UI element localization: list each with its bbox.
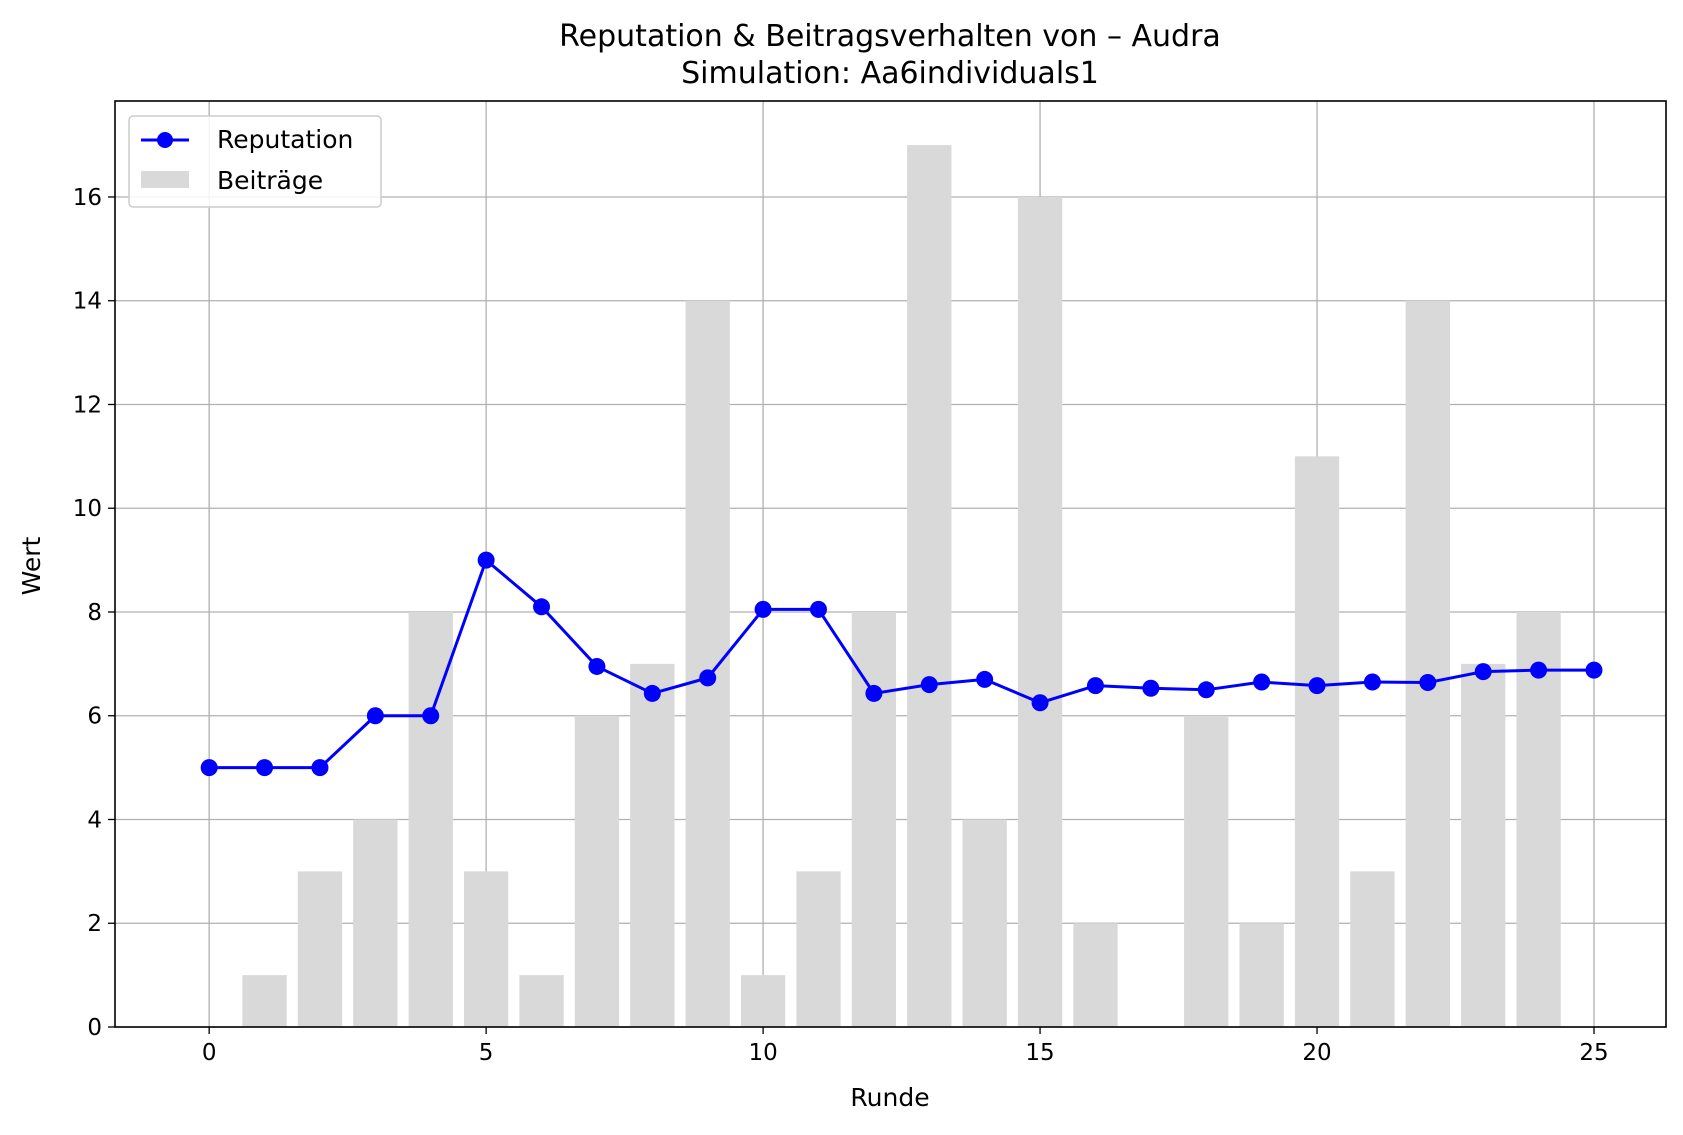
data-point xyxy=(533,598,551,616)
data-point xyxy=(1031,694,1049,712)
data-point xyxy=(643,684,661,702)
x-tick-label: 10 xyxy=(748,1040,777,1066)
legend-box xyxy=(128,115,382,208)
data-point xyxy=(1253,673,1271,691)
bar xyxy=(297,871,343,1027)
data-point xyxy=(1474,663,1492,681)
bar xyxy=(519,975,564,1027)
bar xyxy=(1294,456,1340,1028)
y-tick-label: 2 xyxy=(87,911,102,937)
y-tick-label: 16 xyxy=(73,185,102,211)
bar xyxy=(1239,923,1284,1027)
data-point xyxy=(1308,677,1326,695)
y-axis-label: Wert xyxy=(17,536,46,595)
x-tick-label: 15 xyxy=(1025,1040,1054,1066)
x-tick-label: 0 xyxy=(202,1040,217,1066)
bar xyxy=(1405,300,1450,1028)
legend: Reputation Beiträge xyxy=(128,115,382,208)
y-tick-label: 12 xyxy=(73,392,102,418)
bar-series-beitraege xyxy=(242,145,1561,1028)
data-point xyxy=(1585,661,1603,679)
data-point xyxy=(920,676,938,694)
bar xyxy=(1516,611,1561,1027)
bar xyxy=(574,715,620,1027)
chart-subtitle: Simulation: Aa6individuals1 xyxy=(681,56,1099,91)
data-point xyxy=(256,759,274,777)
data-point xyxy=(1419,674,1437,692)
bar xyxy=(740,975,786,1027)
data-point xyxy=(754,600,772,618)
bar xyxy=(242,975,287,1027)
x-tick-label: 20 xyxy=(1302,1040,1331,1066)
data-point xyxy=(1142,679,1160,697)
bar xyxy=(685,300,730,1028)
data-point xyxy=(311,759,329,777)
legend-label-beitraege: Beiträge xyxy=(217,166,323,195)
data-point xyxy=(1086,677,1104,695)
axis-ticks: 0 5 10 15 20 25 0 2 4 6 8 10 12 14 16 xyxy=(73,185,1609,1066)
y-tick-label: 6 xyxy=(87,704,102,730)
data-point xyxy=(200,759,218,777)
legend-label-reputation: Reputation xyxy=(217,125,353,154)
legend-bar-swatch xyxy=(141,171,189,188)
bar xyxy=(463,871,509,1027)
data-point xyxy=(699,669,717,687)
x-tick-label: 5 xyxy=(479,1040,494,1066)
data-point xyxy=(976,670,994,688)
x-axis-label: Runde xyxy=(850,1083,929,1112)
bar xyxy=(1017,196,1063,1027)
data-point xyxy=(477,551,495,569)
data-point xyxy=(1363,673,1381,691)
data-point xyxy=(422,707,440,725)
y-tick-label: 10 xyxy=(73,496,102,522)
y-tick-label: 0 xyxy=(87,1015,102,1041)
bar xyxy=(851,611,897,1027)
bar xyxy=(1073,923,1118,1027)
bar xyxy=(353,819,398,1027)
line-series-reputation xyxy=(200,551,1603,777)
y-tick-label: 8 xyxy=(87,600,102,626)
reputation-line xyxy=(209,558,1594,770)
data-point xyxy=(865,684,883,702)
chart-title: Reputation & Beitragsverhalten von – Aud… xyxy=(559,19,1221,54)
y-tick-label: 14 xyxy=(73,289,102,315)
y-tick-label: 4 xyxy=(87,807,102,833)
bar xyxy=(1184,715,1229,1027)
bar xyxy=(907,145,952,1028)
x-tick-label: 25 xyxy=(1579,1040,1608,1066)
bar xyxy=(1350,871,1395,1027)
bar xyxy=(962,819,1007,1027)
bar xyxy=(630,663,675,1027)
legend-marker-swatch xyxy=(157,132,173,148)
data-point xyxy=(366,707,384,725)
data-point xyxy=(809,600,827,618)
bar xyxy=(408,611,453,1027)
data-point xyxy=(1197,681,1215,699)
bar xyxy=(1461,663,1506,1027)
data-point xyxy=(1530,661,1548,679)
data-point xyxy=(588,657,606,675)
plot-frame xyxy=(114,100,1667,1028)
bar xyxy=(796,871,841,1027)
